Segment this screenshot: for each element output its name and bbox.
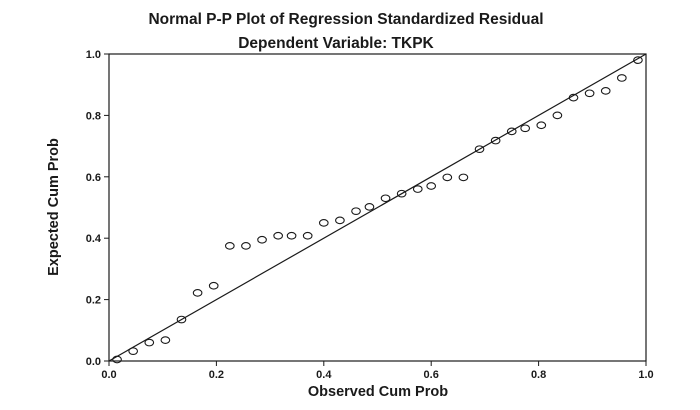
y-tick-label: 1.0: [86, 49, 101, 61]
x-tick-label: 0.6: [424, 369, 439, 381]
data-point: [302, 231, 313, 240]
y-tick-label: 0.8: [86, 110, 101, 122]
data-point: [192, 288, 203, 297]
y-tick-label: 0.2: [86, 295, 101, 307]
data-point: [208, 281, 219, 290]
data-point: [584, 89, 595, 98]
y-tick-label: 0.6: [86, 172, 101, 184]
data-point: [257, 235, 267, 244]
data-point: [552, 111, 563, 120]
data-point: [412, 185, 423, 193]
y-tick-label: 0.0: [86, 356, 101, 368]
data-point: [364, 203, 375, 211]
x-tick-label: 0.8: [531, 369, 546, 381]
data-point: [458, 173, 469, 182]
data-point: [536, 121, 547, 130]
x-axis-ticks: 0.0 0.2 0.4 0.6 0.8 1.0: [101, 361, 654, 381]
data-point: [351, 207, 361, 216]
data-point: [176, 315, 187, 324]
data-point: [568, 93, 579, 102]
x-tick-label: 0.2: [209, 369, 224, 381]
data-point: [396, 189, 407, 198]
data-point: [144, 338, 155, 347]
data-point: [633, 56, 643, 64]
data-point: [616, 74, 627, 82]
data-point: [128, 347, 139, 356]
x-axis-title: Observed Cum Prob: [308, 384, 448, 400]
data-point: [273, 231, 284, 240]
data-point: [520, 124, 531, 133]
x-tick-label: 1.0: [638, 369, 653, 381]
data-point: [224, 242, 235, 250]
data-point: [241, 242, 251, 250]
data-point: [318, 219, 329, 227]
y-tick-label: 0.4: [86, 233, 102, 245]
chart-subtitle: Dependent Variable: TKPK: [238, 35, 434, 52]
data-point: [442, 173, 453, 182]
chart-title: Normal P-P Plot of Regression Standardiz…: [148, 11, 543, 28]
x-tick-label: 0.4: [316, 369, 332, 381]
data-point: [286, 231, 297, 240]
y-axis-ticks: 0.0 0.2 0.4 0.6 0.8 1.0: [86, 49, 109, 368]
y-axis-title: Expected Cum Prob: [46, 138, 62, 276]
data-point: [112, 355, 122, 364]
data-point: [474, 145, 485, 154]
data-points: [112, 56, 643, 364]
reference-line: [108, 53, 647, 362]
data-point: [380, 194, 391, 203]
data-point: [600, 86, 611, 95]
data-point: [426, 182, 437, 190]
x-tick-label: 0.0: [101, 369, 116, 381]
data-point: [160, 336, 171, 344]
data-point: [490, 136, 501, 145]
data-point: [335, 216, 345, 225]
data-point: [506, 127, 517, 136]
